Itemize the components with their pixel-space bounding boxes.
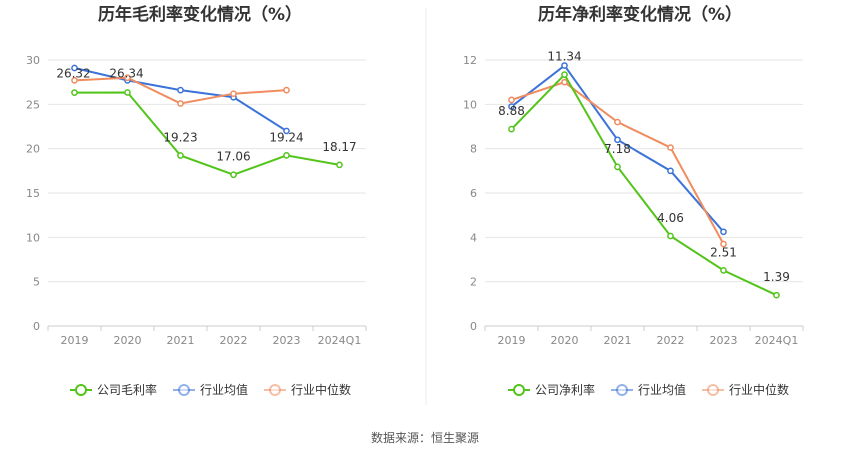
legend-marker-icon — [616, 384, 628, 396]
data-label: 2.51 — [710, 245, 737, 259]
data-point — [71, 77, 78, 84]
data-point — [614, 118, 621, 126]
data-point — [720, 240, 727, 248]
legend-marker-icon — [178, 384, 190, 396]
x-tick-label: 2019 — [61, 334, 89, 347]
y-tick-label: 4 — [470, 231, 477, 244]
legend-marker-icon — [269, 384, 281, 396]
x-tick-label: 2023 — [710, 334, 738, 347]
data-point — [230, 90, 237, 98]
data-point — [720, 267, 727, 274]
legend-label: 行业均值 — [200, 382, 248, 397]
data-point — [667, 232, 674, 240]
data-label: 19.23 — [163, 130, 197, 144]
x-tick-label: 2024Q1 — [755, 334, 799, 347]
y-tick-label: 20 — [26, 143, 40, 156]
y-tick-label: 25 — [26, 98, 40, 111]
x-tick-label: 2020 — [551, 334, 579, 347]
chart-title: 历年毛利率变化情况（%） — [98, 4, 302, 25]
x-tick-label: 2020 — [114, 334, 142, 347]
y-tick-label: 30 — [26, 54, 40, 67]
data-label: 18.17 — [322, 140, 356, 154]
data-point — [614, 163, 621, 171]
legend-label: 行业中位数 — [291, 382, 351, 397]
legend-item[interactable]: 行业中位数 — [702, 382, 789, 397]
x-tick-label: 2024Q1 — [318, 334, 362, 347]
legend-label: 公司毛利率 — [97, 382, 157, 397]
y-tick-label: 10 — [463, 98, 477, 111]
data-point — [561, 78, 568, 86]
x-tick-label: 2023 — [273, 334, 301, 347]
legend-item[interactable]: 公司毛利率 — [70, 382, 157, 397]
data-point — [124, 74, 131, 82]
y-tick-label: 8 — [470, 143, 477, 156]
data-point — [508, 103, 515, 110]
data-point — [71, 64, 78, 72]
data-point — [177, 152, 184, 159]
data-point — [720, 228, 727, 236]
data-point — [667, 167, 674, 175]
legend-marker-icon — [75, 384, 87, 396]
series-line — [74, 67, 288, 132]
data-point — [177, 86, 184, 94]
data-point — [283, 152, 290, 159]
data-point — [177, 100, 184, 107]
data-point — [283, 86, 290, 94]
legend-item[interactable]: 公司净利率 — [508, 382, 595, 397]
y-tick-label: 10 — [26, 231, 40, 244]
data-point — [773, 291, 780, 299]
x-tick-label: 2022 — [657, 334, 685, 347]
x-tick-label: 2021 — [604, 334, 632, 347]
data-point — [561, 71, 568, 78]
y-tick-label: 2 — [470, 276, 477, 289]
legend-marker-icon — [513, 384, 525, 396]
legend-item[interactable]: 行业均值 — [611, 382, 686, 397]
x-tick-label: 2021 — [167, 334, 195, 347]
chart-title: 历年净利率变化情况（%） — [538, 4, 742, 25]
y-tick-label: 6 — [470, 187, 477, 200]
legend-marker-icon — [707, 384, 719, 396]
data-label: 1.39 — [763, 270, 790, 284]
series-line — [74, 91, 340, 176]
x-tick-label: 2019 — [498, 334, 526, 347]
data-label: 26.34 — [109, 66, 143, 80]
data-point — [667, 144, 674, 151]
legend-item[interactable]: 行业中位数 — [264, 382, 351, 397]
data-point — [614, 136, 621, 144]
data-point — [71, 89, 78, 96]
data-source: 数据来源：恒生聚源 — [371, 430, 479, 445]
y-tick-label: 0 — [33, 320, 40, 333]
y-tick-label: 5 — [33, 276, 40, 289]
data-point — [508, 125, 515, 133]
x-tick-label: 2022 — [220, 334, 248, 347]
data-label: 11.34 — [547, 50, 581, 64]
data-label: 26.32 — [56, 67, 90, 81]
legend-label: 公司净利率 — [535, 382, 595, 397]
data-label: 17.06 — [216, 150, 250, 164]
legend-label: 行业均值 — [638, 382, 686, 397]
data-label: 7.18 — [604, 142, 631, 156]
data-label: 19.24 — [269, 130, 303, 144]
legend-label: 行业中位数 — [729, 382, 789, 397]
data-point — [230, 171, 237, 179]
series-line — [511, 81, 725, 245]
data-point — [124, 89, 131, 96]
data-point — [283, 127, 290, 135]
y-tick-label: 15 — [26, 187, 40, 200]
data-label: 8.88 — [498, 104, 525, 118]
data-point — [336, 161, 343, 169]
gross-margin-chart: 历年毛利率变化情况（%） 0 5 10 15 20 25 30 2019 2020 2021 202… — [26, 4, 367, 397]
net-margin-chart: 历年净利率变化情况（%） 0 2 4 6 8 10 12 2019 2020 2021 2022 20… — [463, 4, 804, 397]
legend-item[interactable]: 行业均值 — [173, 382, 248, 397]
data-label: 4.06 — [657, 211, 684, 225]
series-line — [510, 72, 777, 297]
data-point — [561, 62, 568, 69]
data-point — [508, 96, 515, 104]
y-tick-label: 12 — [463, 54, 477, 67]
y-tick-label: 0 — [470, 320, 477, 333]
